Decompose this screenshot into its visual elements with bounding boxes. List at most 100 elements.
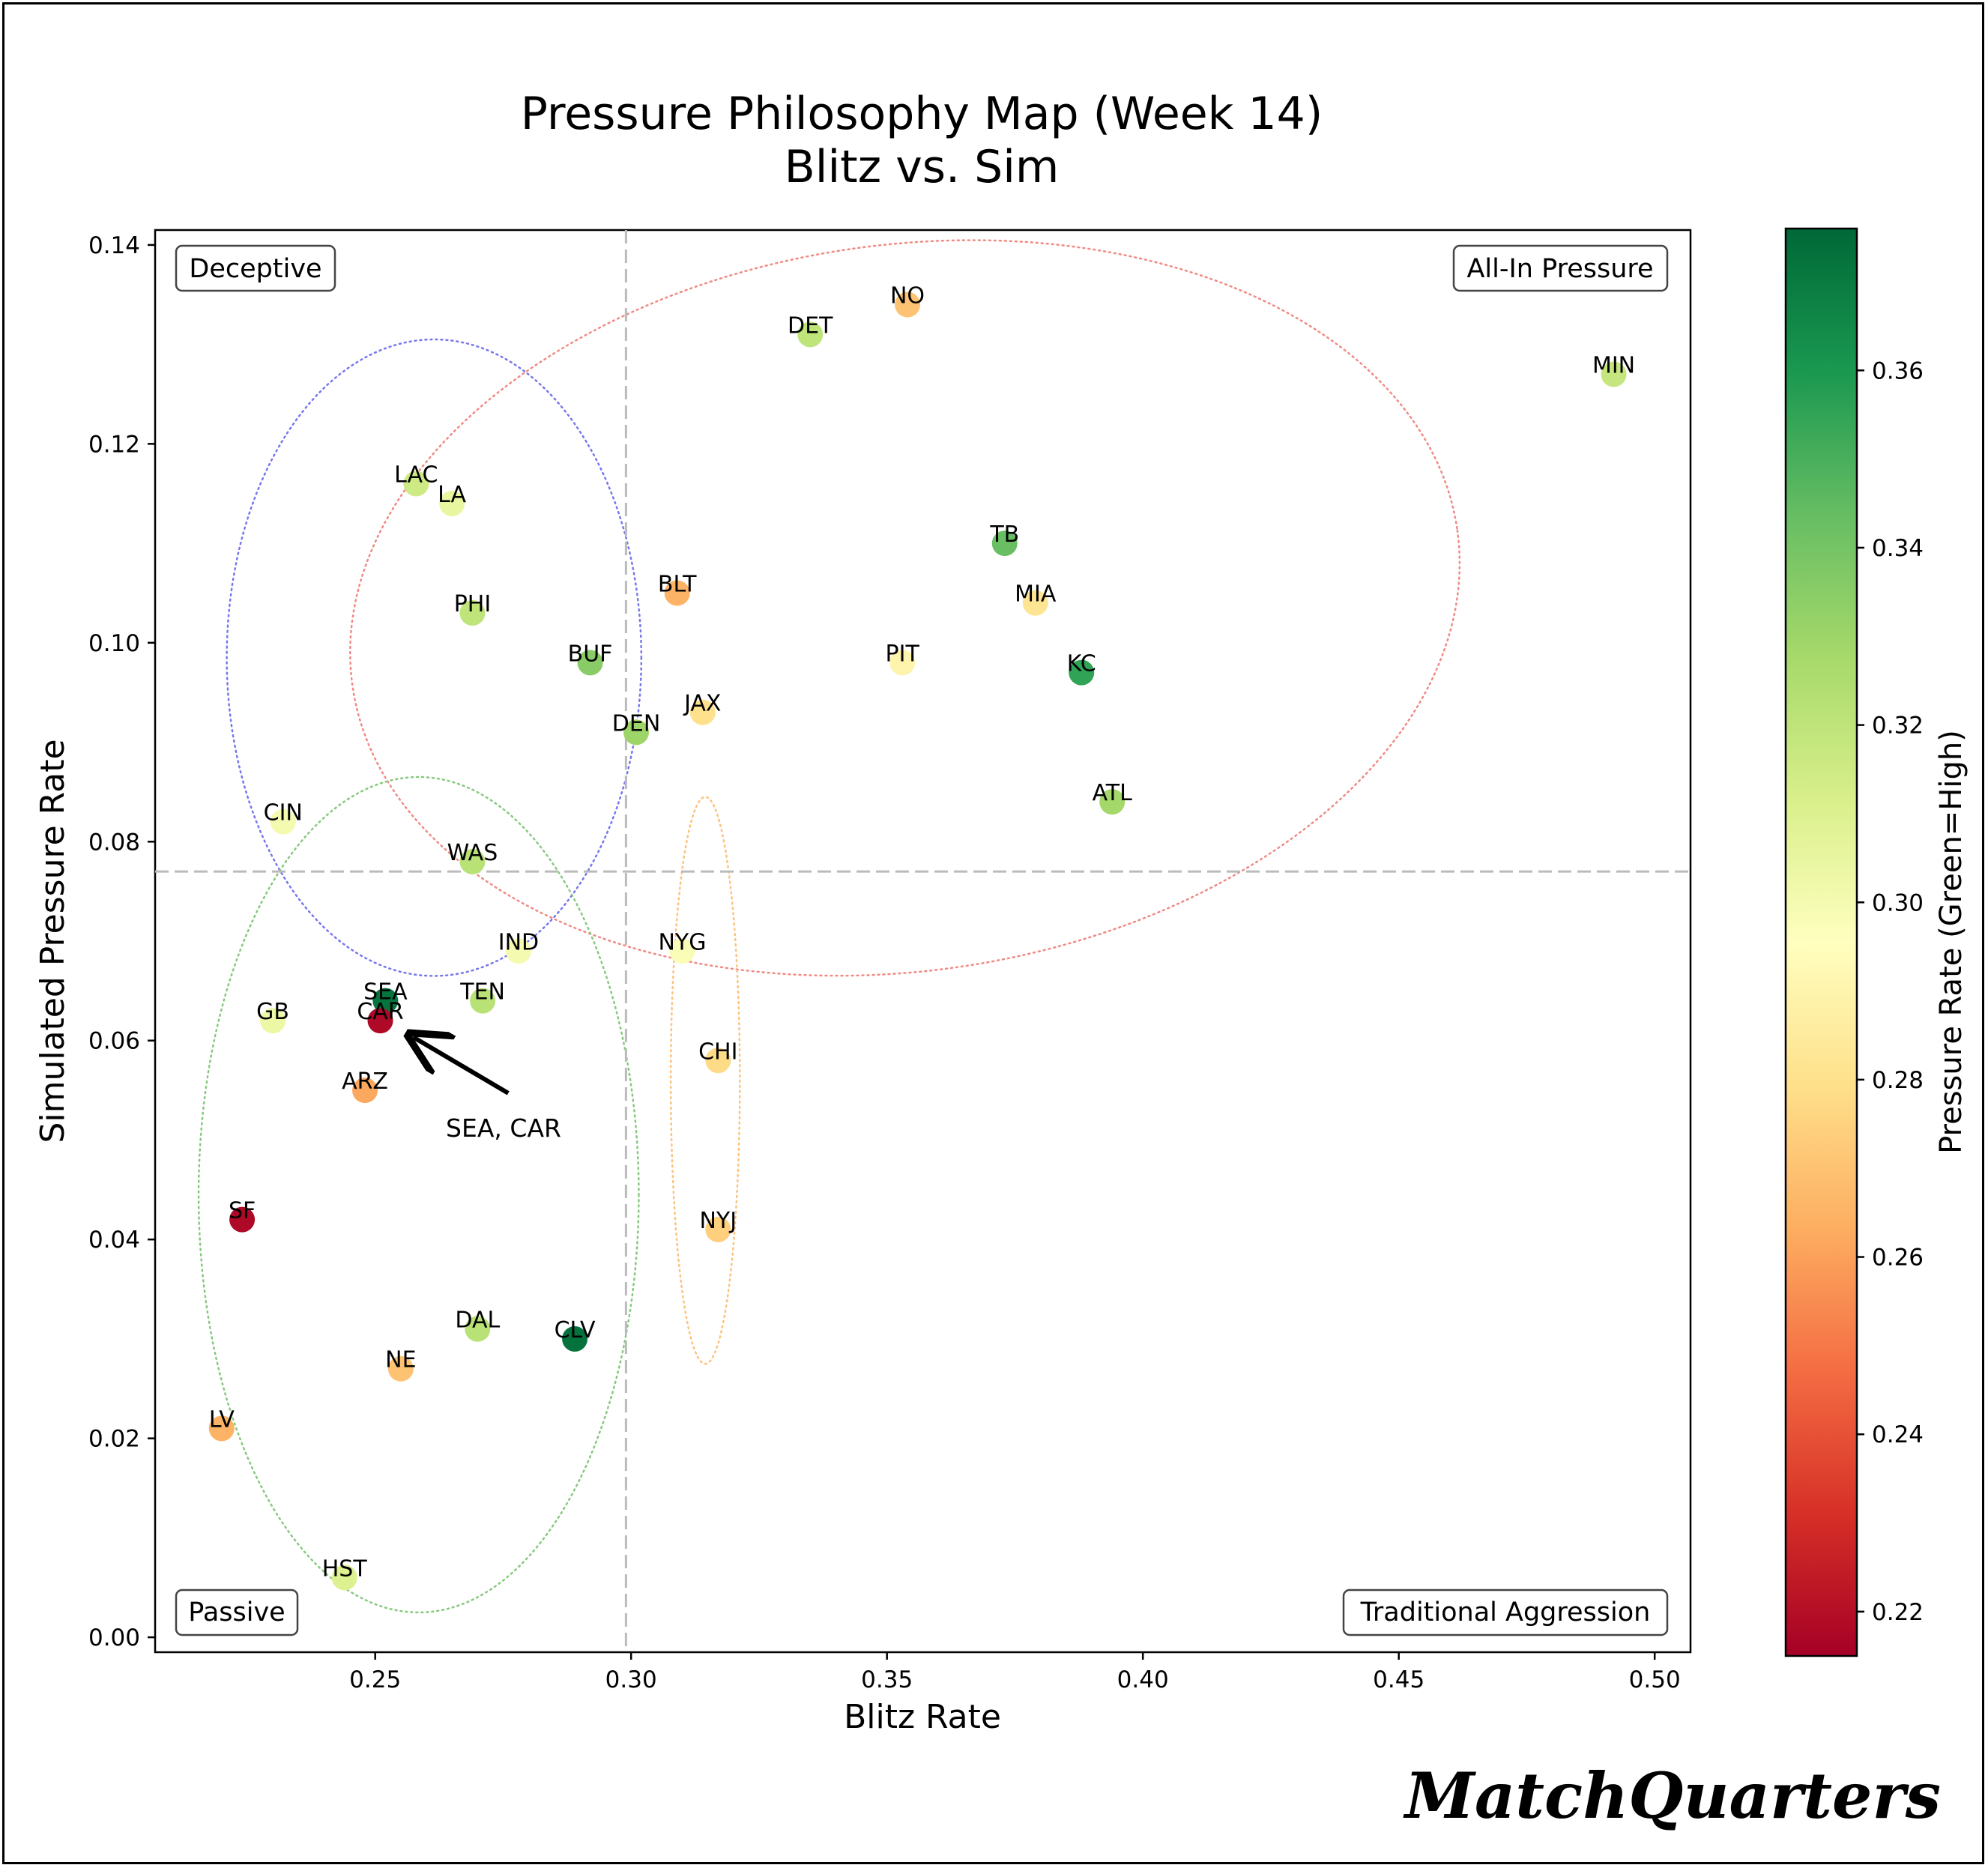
y-axis-ticks: 0.00 0.02 0.04 0.06 0.08 0.10 0.12 0.14 [88, 232, 155, 1651]
quadrant-label-all-in-pressure: All-In Pressure [1452, 244, 1669, 292]
point-gb [260, 1008, 286, 1034]
point-label-pit: PIT [886, 641, 920, 667]
y-tick-label: 0.04 [88, 1227, 140, 1254]
point-label-ne: NE [385, 1347, 416, 1373]
cluster-ellipses [197, 239, 1461, 1614]
point-label-lac: LAC [394, 462, 438, 488]
point-jax [689, 699, 716, 725]
point-label-chi: CHI [698, 1039, 737, 1065]
y-tick-label: 0.06 [88, 1028, 140, 1055]
point-blt [664, 580, 690, 606]
svg-text:Passive: Passive [188, 1598, 285, 1627]
quadrant-label-passive: Passive [175, 1589, 299, 1636]
point-lac [403, 471, 429, 497]
cluster-ellipse-2 [349, 239, 1461, 977]
point-label-la: LA [438, 482, 466, 508]
point-label-den: DEN [612, 710, 661, 737]
y-tick-label: 0.14 [88, 232, 140, 259]
cluster-ellipse-4 [669, 796, 741, 1365]
point-label-nyj: NYJ [699, 1208, 737, 1234]
svg-text:Traditional Aggression: Traditional Aggression [1360, 1598, 1651, 1627]
y-tick-label: 0.10 [88, 630, 140, 657]
y-tick-label: 0.08 [88, 829, 140, 856]
y-tick-label: 0.00 [88, 1624, 140, 1651]
point-hst [331, 1565, 357, 1591]
point-phi [459, 600, 486, 626]
point-label-arz: ARZ [342, 1068, 388, 1095]
point-label-tb: TB [989, 522, 1019, 548]
chart-title: Pressure Philosophy Map (Week 14) [521, 88, 1323, 140]
point-no [895, 291, 921, 318]
chart-subtitle: Blitz vs. Sim [785, 141, 1060, 193]
colorbar-label: Pressure Rate (Green=High) [1934, 730, 1969, 1154]
point-clv [562, 1326, 588, 1352]
point-min [1601, 361, 1627, 387]
quadrant-label-deceptive: Deceptive [175, 244, 336, 292]
cluster-ellipse-1 [226, 338, 643, 977]
point-label-hst: HST [322, 1556, 368, 1582]
y-tick-label: 0.02 [88, 1426, 140, 1453]
x-tick-label: 0.45 [1373, 1666, 1424, 1693]
point-nyj [705, 1216, 731, 1242]
colorbar-tick-label: 0.26 [1872, 1245, 1924, 1272]
point-label-nyg: NYG [658, 929, 706, 955]
point-lv [208, 1415, 235, 1442]
point-sea [372, 988, 399, 1014]
point-label-was: WAS [447, 840, 498, 866]
point-mia [1022, 590, 1048, 616]
x-tick-label: 0.30 [605, 1666, 657, 1693]
annotation-arrow [414, 1037, 510, 1095]
point-car [367, 1008, 393, 1034]
cluster-ellipse-3 [197, 776, 640, 1614]
point-arz [352, 1077, 378, 1104]
colorbar: 0.22 0.24 0.26 0.28 0.30 0.32 0.34 0.36 Pressur… [1784, 227, 1969, 1657]
point-dal [465, 1316, 491, 1342]
annotation-sea-car: SEA, CAR [414, 1037, 561, 1143]
y-axis-label: Simulated Pressure Rate [34, 739, 72, 1143]
colorbar-tick-label: 0.28 [1872, 1067, 1924, 1094]
x-axis-ticks: 0.25 0.30 0.35 0.40 0.45 0.50 [349, 1652, 1681, 1693]
point-pit [889, 650, 916, 676]
point-label-atl: ATL [1093, 780, 1133, 806]
point-chi [705, 1048, 731, 1074]
point-kc [1069, 659, 1095, 686]
point-det [797, 321, 824, 348]
point-label-dal: DAL [455, 1308, 500, 1334]
colorbar-tick-label: 0.32 [1872, 713, 1924, 740]
quadrant-dividers [155, 230, 1691, 1652]
point-cin [270, 808, 296, 835]
point-label-buf: BUF [568, 641, 613, 667]
point-den [623, 719, 650, 746]
point-label-blt: BLT [658, 571, 697, 597]
colorbar-tick-label: 0.24 [1872, 1421, 1924, 1448]
data-points [208, 291, 1627, 1591]
point-label-jax: JAX [683, 691, 721, 717]
point-buf [577, 650, 603, 676]
point-label-ten: TEN [459, 979, 505, 1006]
x-tick-label: 0.25 [349, 1666, 401, 1693]
point-label-gb: GB [256, 999, 289, 1025]
point-label-min: MIN [1592, 352, 1635, 378]
point-sf [229, 1206, 256, 1233]
colorbar-gradient [1784, 227, 1858, 1657]
point-label-lv: LV [209, 1406, 235, 1433]
point-label-ind: IND [498, 929, 539, 955]
point-ten [470, 988, 496, 1014]
point-atl [1099, 789, 1126, 815]
point-la [439, 491, 465, 516]
colorbar-tick-label: 0.22 [1872, 1599, 1924, 1626]
colorbar-tick-label: 0.34 [1872, 535, 1924, 562]
point-label-kc: KC [1067, 651, 1096, 677]
point-label-car: CAR [357, 999, 403, 1025]
point-nyg [669, 938, 695, 964]
point-label-mia: MIA [1015, 581, 1057, 608]
point-tb [991, 531, 1018, 557]
point-label-clv: CLV [555, 1317, 596, 1343]
plot-border [154, 229, 1692, 1654]
brand-logo: MatchQuarters [1403, 1759, 1941, 1833]
point-ne [387, 1355, 414, 1382]
point-was [459, 848, 486, 874]
